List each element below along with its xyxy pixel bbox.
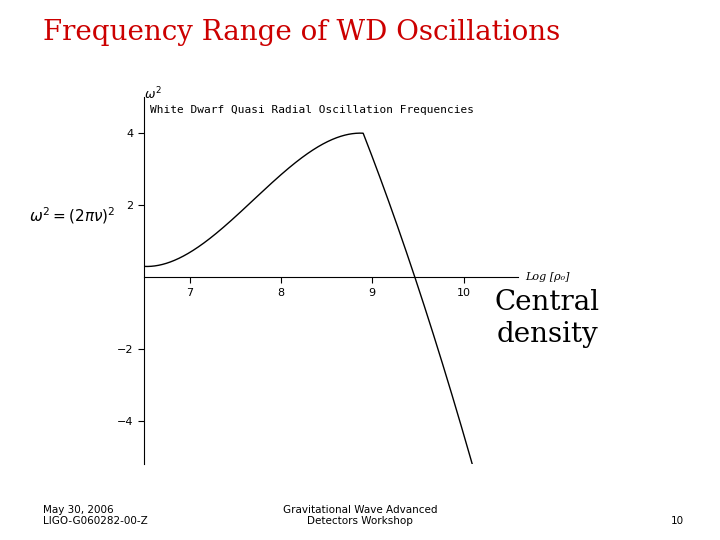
Text: Gravitational Wave Advanced
Detectors Workshop: Gravitational Wave Advanced Detectors Wo… bbox=[283, 505, 437, 526]
Text: $\omega^2 = (2\pi\nu)^2$: $\omega^2 = (2\pi\nu)^2$ bbox=[29, 206, 115, 226]
Text: Frequency Range of WD Oscillations: Frequency Range of WD Oscillations bbox=[43, 19, 560, 46]
Text: White Dwarf Quasi Radial Oscillation Frequencies: White Dwarf Quasi Radial Oscillation Fre… bbox=[150, 105, 474, 114]
Text: $\omega^2$: $\omega^2$ bbox=[144, 86, 162, 103]
Text: Log [ρ₀]: Log [ρ₀] bbox=[526, 272, 570, 282]
Text: 10: 10 bbox=[671, 516, 684, 526]
Text: Central
density: Central density bbox=[495, 289, 600, 348]
Text: May 30, 2006
LIGO-G060282-00-Z: May 30, 2006 LIGO-G060282-00-Z bbox=[43, 505, 148, 526]
